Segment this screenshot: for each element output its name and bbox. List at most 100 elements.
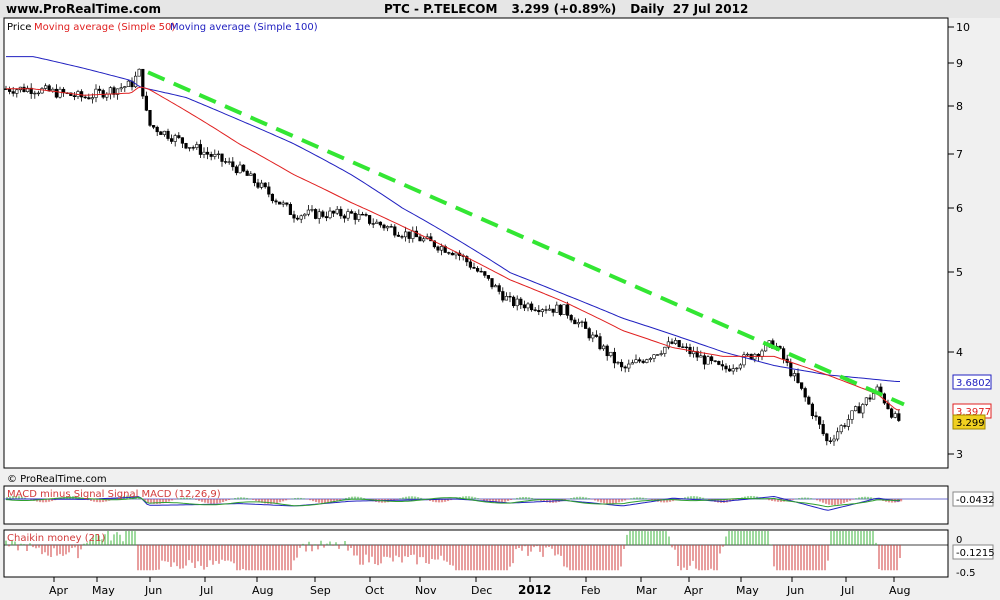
candle [601, 344, 606, 351]
candle [630, 359, 634, 365]
macd-bar [39, 499, 42, 503]
candle-body [184, 142, 188, 149]
candle [472, 262, 476, 269]
candle [436, 245, 440, 253]
macd-bar [507, 499, 510, 501]
macd-bar [531, 497, 534, 500]
candle [213, 149, 217, 160]
macd-bar [480, 499, 483, 500]
candle [148, 109, 152, 127]
candle [713, 360, 717, 363]
macd-bar [441, 499, 444, 503]
candle [637, 357, 642, 364]
macd-bar [42, 499, 45, 503]
macd-bar [465, 496, 468, 500]
chaikin-panel[interactable] [3, 529, 949, 578]
macd-bar [489, 499, 492, 503]
last-price-badge-text: 3.299 [956, 418, 985, 429]
macd-bar [600, 499, 603, 503]
macd-bar [684, 497, 687, 500]
candle-body [403, 231, 408, 238]
candle [364, 212, 368, 217]
y-tick-label: 4 [956, 346, 963, 359]
macd-bar [18, 496, 21, 500]
candle-body [400, 236, 404, 238]
candle-body [508, 296, 512, 298]
chart-title: PTC - P.TELECOM 3.299 (+0.89%) Daily 27 Ju… [384, 2, 762, 16]
macd-bar [105, 499, 108, 502]
candle [810, 402, 814, 420]
candle-body [490, 278, 494, 288]
macd-bar [228, 499, 231, 501]
macd-bar [519, 497, 522, 500]
candle-body [292, 214, 296, 219]
candle-body [522, 304, 526, 309]
macd-bar [249, 498, 252, 500]
candle [155, 125, 159, 137]
candle-body [364, 214, 368, 216]
candle-body [22, 86, 26, 92]
candle-body [331, 210, 336, 214]
candle-body [792, 373, 796, 377]
macd-bar [693, 496, 696, 500]
x-tick-label: Aug [889, 584, 910, 597]
candle [825, 432, 829, 446]
candle-body [529, 303, 534, 311]
candle [72, 92, 76, 101]
candle-body [191, 147, 195, 149]
candle [454, 251, 458, 260]
candle-body [389, 226, 393, 228]
macd-bar [843, 499, 846, 504]
candle [483, 270, 487, 278]
macd-bar [51, 499, 54, 502]
candle [141, 68, 145, 99]
macd-bar [876, 498, 879, 500]
macd-bar [819, 499, 822, 502]
candle [508, 292, 512, 303]
macd-bar [858, 497, 861, 500]
macd-bar [252, 499, 255, 500]
candle-body [598, 336, 602, 350]
macd-bar [618, 499, 621, 503]
macd-bar [609, 499, 612, 504]
macd-bar [165, 499, 168, 503]
trendline[interactable] [147, 70, 905, 407]
macd-bar [156, 499, 159, 504]
macd-bar [414, 496, 417, 500]
candle-body [33, 92, 37, 95]
candle-body [87, 97, 91, 100]
candle-body [760, 350, 764, 357]
candle-body [188, 147, 192, 149]
candle-body [216, 153, 221, 156]
macd-bar [309, 499, 312, 501]
candle-body [393, 226, 397, 236]
macd-bar [780, 499, 783, 502]
candle-body [357, 213, 361, 220]
candle [191, 145, 195, 151]
candle-body [609, 351, 613, 357]
price-panel[interactable] [3, 17, 949, 469]
candle [796, 368, 800, 384]
candle-body [224, 161, 228, 163]
macd-bar [267, 499, 270, 504]
macd-bar [642, 497, 645, 500]
site-name[interactable]: www.ProRealTime.com [6, 2, 161, 16]
macd-bar [699, 496, 702, 500]
macd-bar [774, 499, 777, 502]
macd-bar [177, 498, 180, 500]
macd-bar [468, 496, 471, 500]
candle-body [227, 161, 231, 163]
candle-body [544, 309, 548, 311]
macd-bar [198, 499, 201, 501]
candle-body [209, 154, 213, 157]
macd-panel[interactable] [3, 485, 949, 525]
candle [699, 350, 703, 358]
macd-bar [279, 499, 282, 503]
macd-bar [660, 499, 663, 503]
candle [857, 402, 861, 414]
macd-bar [708, 499, 711, 501]
macd-bar [345, 497, 348, 500]
candle [292, 210, 296, 223]
copyright: © ProRealTime.com [7, 474, 107, 485]
